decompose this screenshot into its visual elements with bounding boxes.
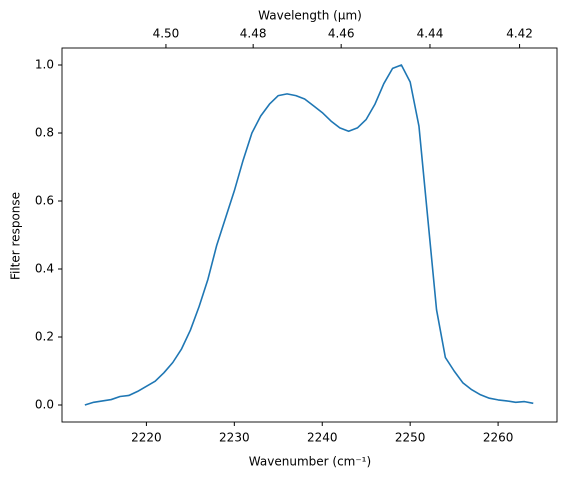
y-axis-label: Filter response bbox=[9, 192, 23, 280]
x-tick-label: 2220 bbox=[131, 431, 162, 445]
y-tick-label: 1.0 bbox=[35, 58, 54, 72]
x2-tick-label: 4.42 bbox=[506, 27, 533, 41]
x-axis-label: Wavenumber (cm⁻¹) bbox=[249, 455, 371, 469]
x-tick-label: 2240 bbox=[307, 431, 338, 445]
y-tick-label: 0.0 bbox=[35, 398, 54, 412]
x2-tick-label: 4.48 bbox=[240, 27, 267, 41]
y-tick-label: 0.4 bbox=[35, 262, 54, 276]
x2-tick-label: 4.46 bbox=[328, 27, 355, 41]
x2-tick-label: 4.50 bbox=[153, 27, 180, 41]
plot-frame bbox=[61, 47, 558, 423]
y-tick-label: 0.6 bbox=[35, 194, 54, 208]
data-line bbox=[84, 64, 534, 406]
y-tick-label: 0.8 bbox=[35, 126, 54, 140]
x-tick-label: 2260 bbox=[483, 431, 514, 445]
y-tick-label: 0.2 bbox=[35, 330, 54, 344]
x2-tick-label: 4.44 bbox=[417, 27, 444, 41]
x-tick-label: 2250 bbox=[395, 431, 426, 445]
x2-axis-label: Wavelength (μm) bbox=[258, 9, 362, 23]
x-tick-label: 2230 bbox=[219, 431, 250, 445]
